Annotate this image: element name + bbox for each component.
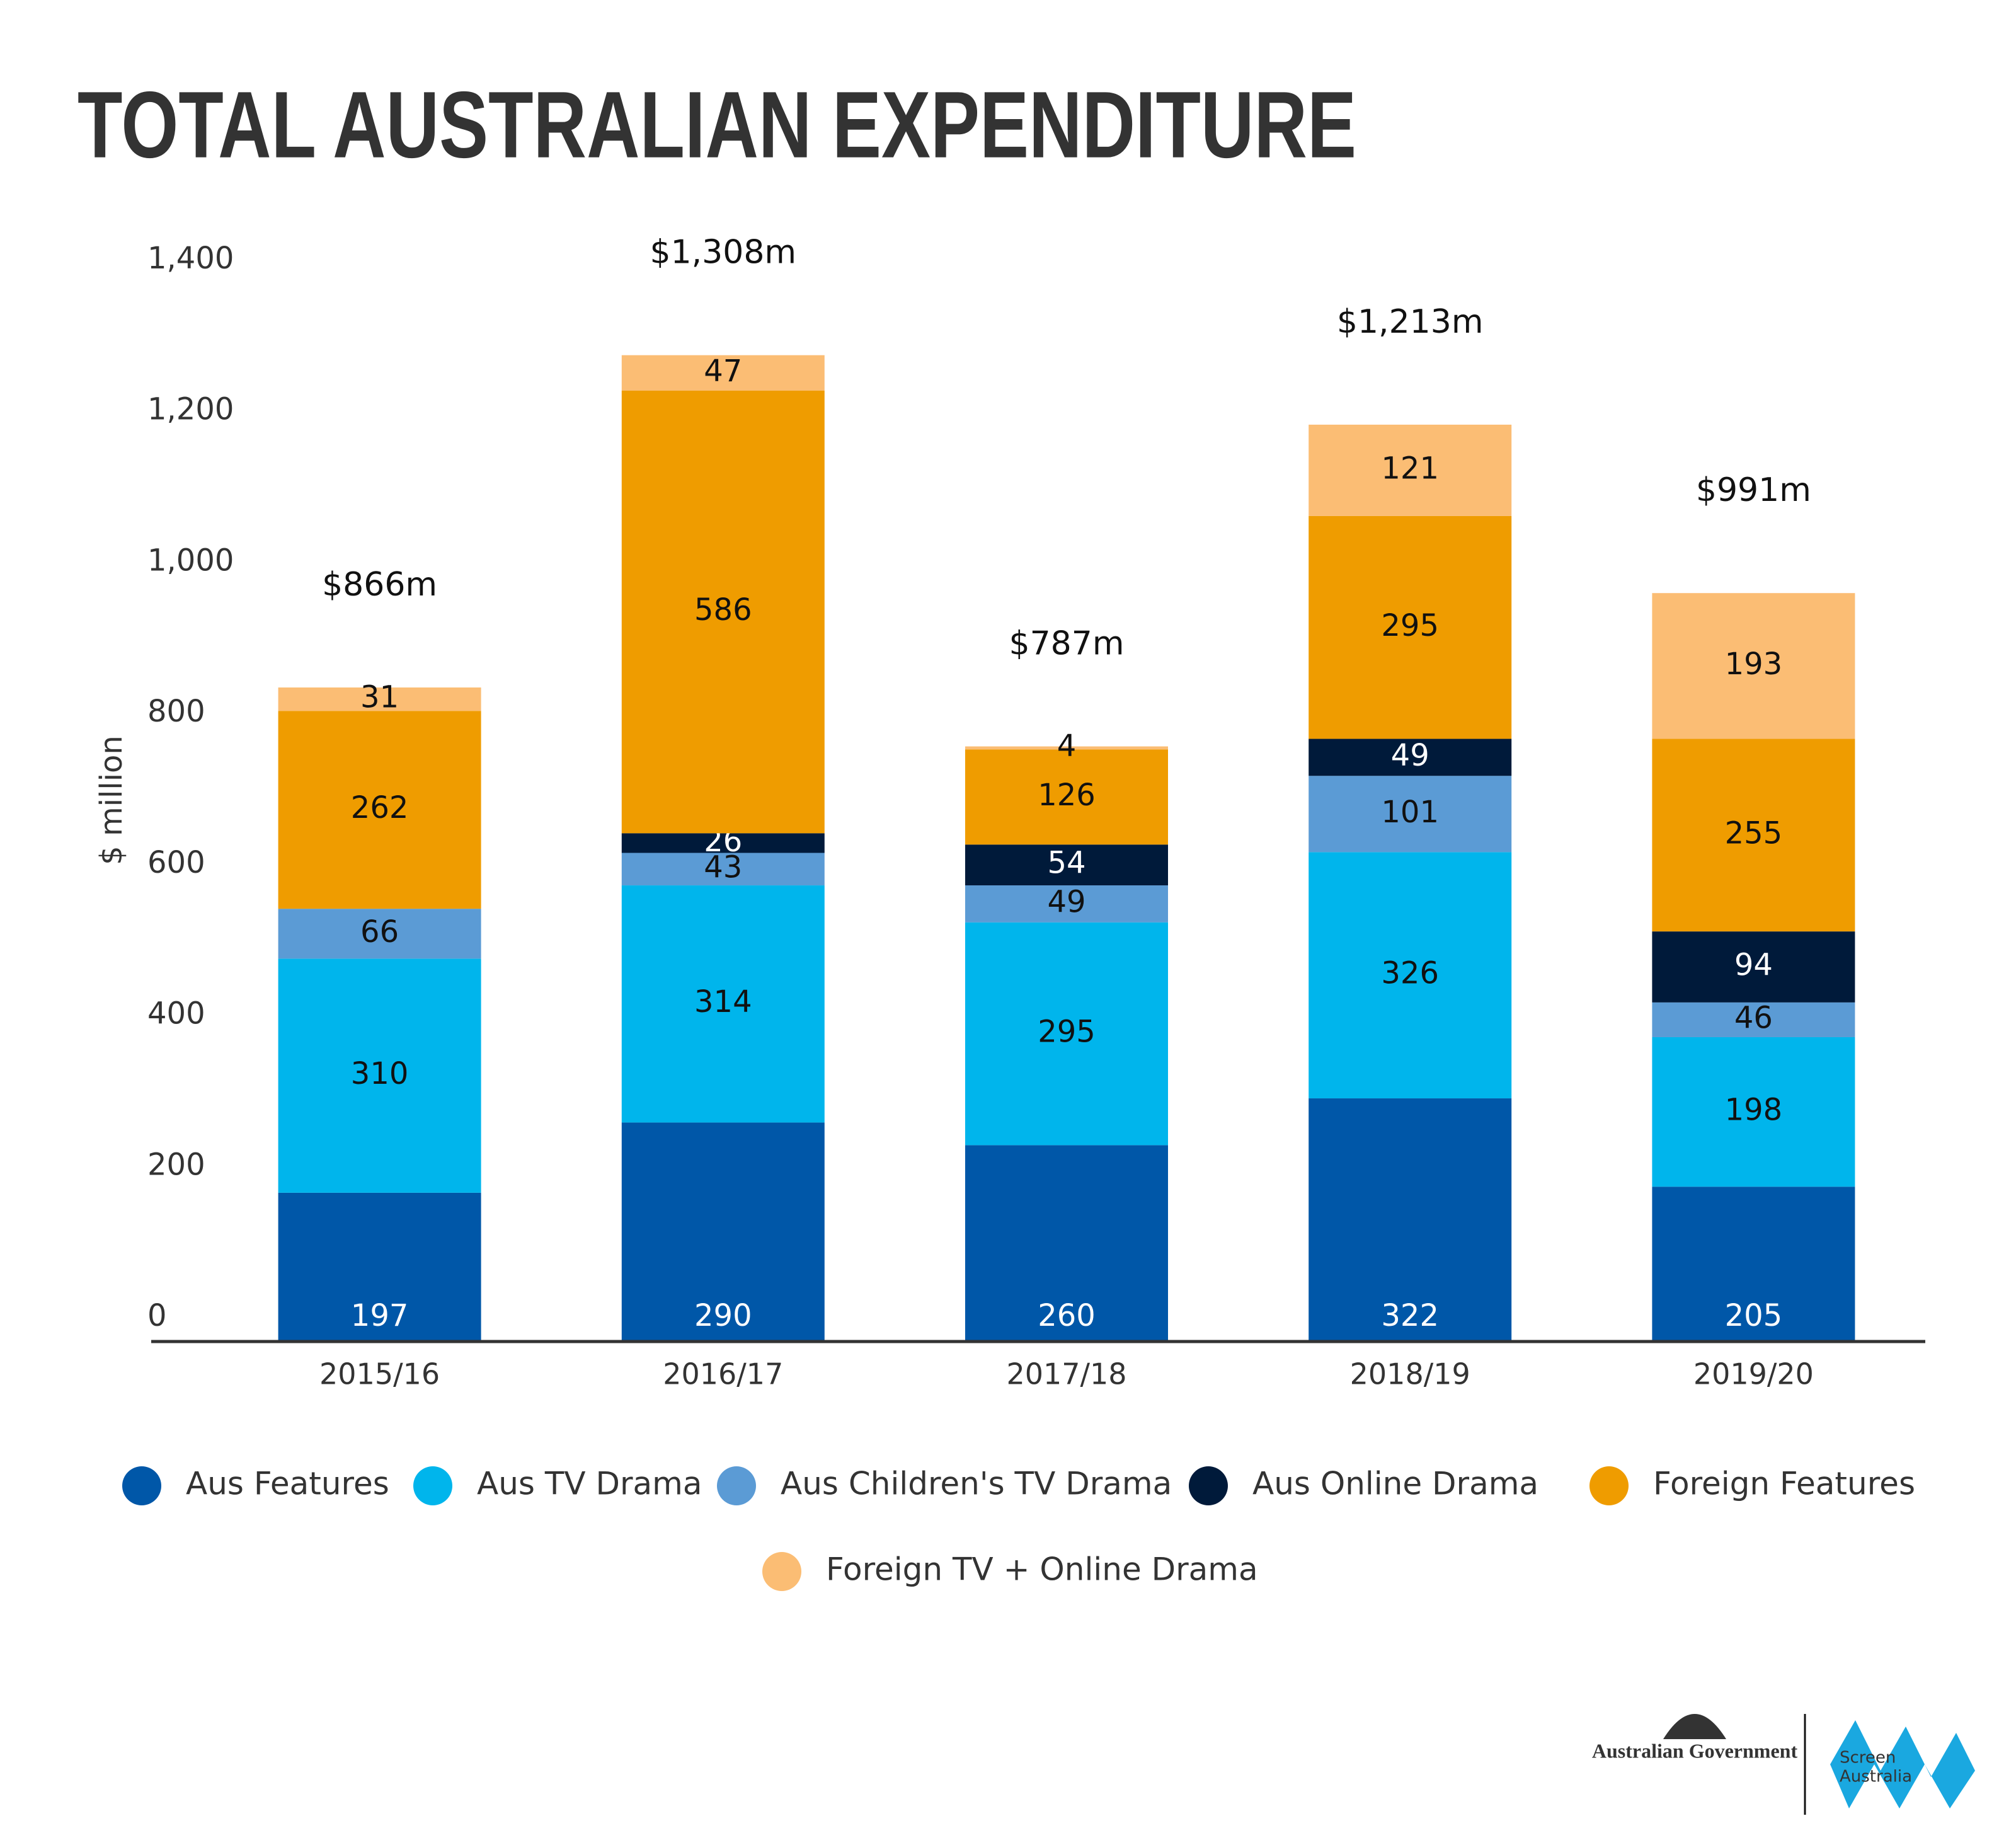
x-tick-label: 2017/18 [1006, 1357, 1126, 1391]
bar-segment [1652, 931, 1855, 1003]
y-tick-label: 400 [147, 996, 205, 1032]
y-tick-label: 1,400 [147, 241, 234, 276]
total-label: $1,308m [650, 234, 796, 272]
y-tick-label: 0 [147, 1298, 167, 1333]
data-label: 255 [1725, 815, 1783, 851]
bar-segment [621, 833, 825, 853]
bar-segment [278, 687, 481, 711]
data-label: 43 [704, 849, 742, 885]
legend-label: Aus Children's TV Drama [781, 1466, 1172, 1502]
total-label: $866m [322, 566, 437, 604]
legend-swatch [122, 1466, 161, 1505]
data-label: 197 [351, 1298, 409, 1333]
data-label: 46 [1734, 1000, 1773, 1035]
data-label: 193 [1725, 647, 1783, 682]
footer-logos: Australian Government Screen Australia [1592, 1714, 1975, 1815]
data-label: 54 [1047, 846, 1085, 881]
bar-segment [621, 853, 825, 886]
x-tick-label: 2019/20 [1693, 1357, 1814, 1391]
data-label: 49 [1047, 884, 1085, 919]
bar-segment [1652, 1187, 1855, 1342]
bar-segment [965, 749, 1168, 845]
brand-text: Screen [1840, 1749, 1896, 1767]
legend-label: Foreign TV + Online Drama [826, 1551, 1258, 1588]
data-label: 314 [694, 984, 752, 1020]
bar-segment [278, 909, 481, 959]
data-label: 47 [704, 353, 742, 389]
total-label: $991m [1696, 471, 1811, 509]
data-label: 4 [1057, 728, 1077, 764]
data-label: 31 [360, 680, 399, 715]
bar-segment [1309, 1098, 1512, 1342]
legend-swatch [1189, 1466, 1228, 1505]
legend-label: Aus TV Drama [477, 1466, 702, 1502]
bar-segment [1309, 739, 1512, 776]
y-tick-label: 800 [147, 694, 205, 729]
data-label: 260 [1038, 1298, 1096, 1333]
bar-segment [965, 885, 1168, 923]
total-label: $787m [1009, 625, 1125, 663]
data-label: 310 [351, 1056, 409, 1091]
bar-segment [621, 390, 825, 834]
bar-segment [1309, 852, 1512, 1099]
y-tick-label: 200 [147, 1147, 205, 1182]
bar-segment [965, 922, 1168, 1146]
x-tick-label: 2016/17 [663, 1357, 783, 1391]
legend-label: Foreign Features [1653, 1466, 1915, 1502]
y-tick-label: 1,200 [147, 392, 234, 427]
data-label: 66 [360, 914, 399, 950]
data-label: 121 [1381, 451, 1439, 486]
data-label: 326 [1381, 956, 1439, 991]
bar-segment [1309, 424, 1512, 516]
legend-label: Aus Online Drama [1252, 1466, 1538, 1502]
legend-label: Aus Features [186, 1466, 389, 1502]
data-label: 126 [1038, 778, 1096, 813]
legend-swatch [762, 1552, 801, 1591]
data-label: 101 [1381, 795, 1439, 830]
bar-segment [621, 885, 825, 1123]
bar-segment [278, 711, 481, 909]
bar-segment [1652, 1002, 1855, 1037]
government-logo-text: Australian Government [1592, 1739, 1798, 1762]
data-label: 290 [694, 1298, 752, 1333]
y-tick-label: 600 [147, 845, 205, 880]
data-label: 322 [1381, 1298, 1439, 1333]
x-tick-label: 2015/16 [319, 1357, 440, 1391]
bar-segment [1309, 776, 1512, 853]
data-label: 49 [1391, 738, 1429, 773]
bar-segment [621, 355, 825, 391]
bar-segment [278, 958, 481, 1193]
data-label: 586 [694, 592, 752, 628]
bar-segment [1652, 593, 1855, 739]
data-label: 262 [351, 790, 409, 825]
bar-segment [278, 1192, 481, 1342]
data-label: 205 [1725, 1298, 1783, 1333]
bar-segment [1652, 739, 1855, 932]
brand-text: Australia [1840, 1767, 1912, 1786]
bar-segment [621, 1122, 825, 1342]
x-tick-label: 2018/19 [1350, 1357, 1470, 1391]
bar-segment [965, 844, 1168, 886]
data-label: 94 [1734, 948, 1773, 983]
total-label: $1,213m [1337, 303, 1484, 341]
data-label: 295 [1381, 608, 1439, 643]
bar-segment [965, 1145, 1168, 1342]
legend-swatch [1589, 1466, 1629, 1505]
data-label: 295 [1038, 1014, 1096, 1050]
bar-segment [965, 746, 1168, 750]
y-tick-label: 1,000 [147, 543, 234, 578]
bar-segment [1652, 1037, 1855, 1187]
chart-title: TOTAL AUSTRALIAN EXPENDITURE [77, 72, 1356, 178]
data-label: 198 [1725, 1093, 1783, 1128]
legend-swatch [413, 1466, 452, 1505]
bar-segment [1309, 515, 1512, 739]
legend-swatch [717, 1466, 756, 1505]
y-axis-label: $ million [94, 735, 129, 865]
crest-icon [1663, 1714, 1726, 1739]
screen-australia-icon [1830, 1720, 1975, 1808]
